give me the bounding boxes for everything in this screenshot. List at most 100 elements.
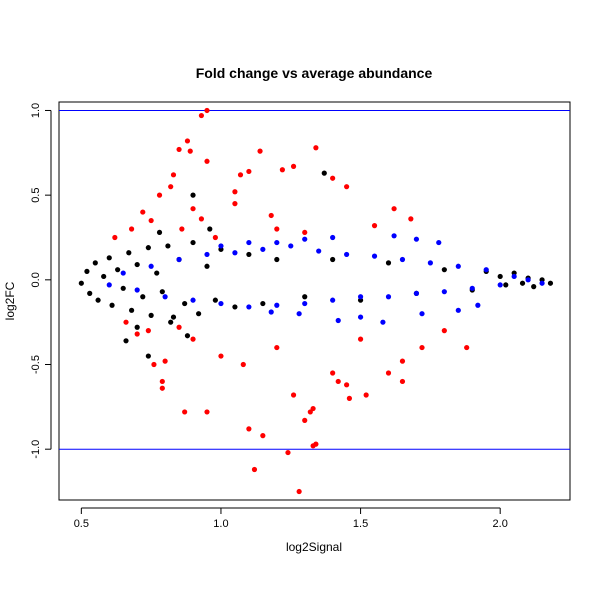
data-point [182, 300, 188, 307]
x-tick-label: 2.0 [493, 518, 508, 530]
data-point [106, 282, 112, 288]
data-point [385, 294, 392, 300]
data-point [140, 209, 146, 215]
data-point [539, 280, 545, 286]
data-point [399, 358, 406, 364]
data-point [204, 158, 210, 164]
y-tick-label: 0.0 [30, 272, 42, 287]
data-point [330, 256, 336, 263]
data-point [455, 307, 461, 313]
data-point [115, 267, 121, 273]
data-point [168, 184, 174, 190]
series-2 [106, 233, 545, 325]
data-point [170, 314, 177, 320]
data-point [218, 300, 224, 307]
data-point [165, 243, 171, 249]
data-point [168, 319, 174, 325]
data-point [190, 336, 196, 342]
data-point [246, 168, 252, 175]
data-point [385, 260, 392, 266]
data-point [159, 378, 165, 385]
plot-frame [58, 101, 571, 501]
data-point [170, 172, 177, 178]
data-point [190, 297, 196, 303]
data-point [310, 405, 316, 412]
data-point [274, 302, 280, 308]
data-point [330, 234, 336, 241]
data-point [240, 361, 246, 368]
series-1 [112, 107, 470, 495]
data-point [357, 314, 364, 320]
data-point [148, 263, 154, 269]
data-point [246, 239, 252, 246]
data-point [408, 216, 414, 222]
data-point [237, 172, 244, 178]
data-point [385, 370, 392, 376]
data-point [159, 289, 165, 295]
data-point [212, 297, 218, 303]
data-point [260, 246, 266, 252]
data-point [344, 184, 350, 190]
data-point [151, 361, 157, 368]
data-point [511, 273, 517, 280]
data-point [268, 309, 274, 315]
data-point [145, 245, 151, 251]
data-point [140, 294, 146, 300]
data-point [134, 331, 140, 337]
data-point [129, 307, 135, 313]
data-point [475, 302, 481, 308]
data-point [371, 253, 378, 259]
data-point [344, 382, 350, 388]
data-point [109, 302, 115, 308]
data-point [182, 409, 188, 415]
data-point [399, 378, 406, 385]
data-point [274, 344, 280, 351]
data-point [251, 466, 258, 473]
data-point [204, 263, 210, 269]
data-point [413, 236, 420, 242]
x-axis-label: log2Signal [286, 540, 342, 554]
data-point [92, 260, 98, 266]
y-tick-label: 0.5 [30, 188, 42, 203]
data-point [391, 233, 397, 239]
data-point [184, 138, 191, 144]
data-point [156, 229, 163, 236]
data-point [232, 304, 238, 310]
data-point [335, 378, 341, 385]
reference-lines [59, 109, 570, 450]
x-tick-label: 0.5 [74, 518, 89, 530]
data-point [302, 417, 308, 423]
data-point [162, 358, 168, 364]
data-point [176, 324, 182, 330]
data-point [330, 175, 336, 181]
y-axis: -1.0 -0.5 0.0 0.5 1.0 [30, 103, 52, 459]
data-point [126, 250, 132, 256]
data-point [455, 263, 461, 269]
data-point [296, 311, 302, 317]
data-point [87, 290, 93, 296]
data-point [196, 311, 202, 317]
data-point [357, 294, 364, 300]
data-point [290, 392, 297, 398]
data-point [198, 216, 205, 222]
data-point [120, 270, 126, 276]
data-point [497, 282, 503, 288]
data-point [101, 273, 107, 280]
data-point [204, 107, 210, 114]
data-point [246, 304, 252, 310]
data-point [176, 146, 182, 153]
data-point [274, 256, 280, 263]
data-point [257, 148, 263, 154]
data-point [335, 317, 341, 324]
data-point [232, 201, 238, 207]
data-point [302, 229, 308, 236]
data-point [313, 441, 319, 447]
y-axis-label: log2FC [3, 281, 17, 320]
data-point [413, 290, 420, 296]
data-point [246, 251, 252, 258]
data-point [441, 289, 447, 295]
data-point [246, 426, 252, 432]
data-point [531, 284, 537, 290]
data-point [346, 395, 353, 401]
data-point [154, 270, 160, 276]
